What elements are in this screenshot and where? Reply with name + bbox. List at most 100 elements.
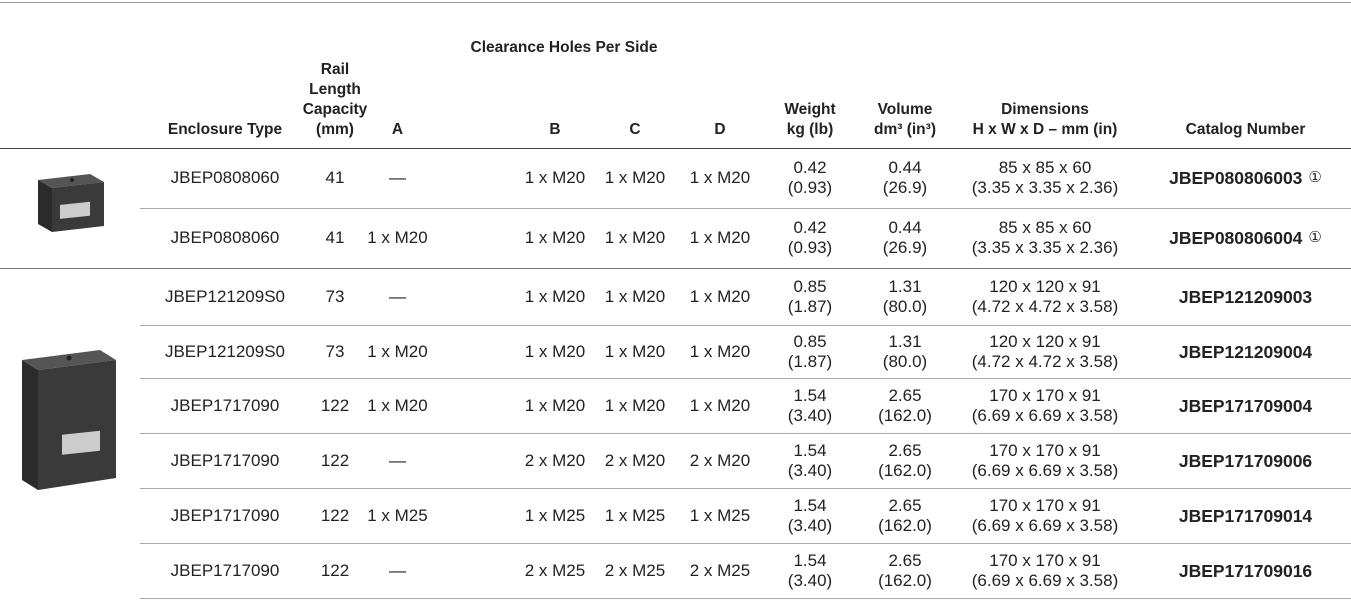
cell: 120 x 120 x 91 (4.72 x 4.72 x 3.58): [950, 325, 1140, 378]
cell: 73: [310, 325, 360, 378]
cell: 2.65 (162.0): [860, 378, 950, 433]
cell: 1 x M20: [598, 325, 672, 378]
cell: 1 x M25: [512, 488, 598, 543]
column-header: Dimensions H x W x D – mm (in): [950, 0, 1140, 140]
cell-text: 1 x M25: [367, 505, 428, 525]
column-header: Weight kg (lb): [760, 0, 860, 140]
catalog-code: JBEP080806003: [1169, 168, 1303, 188]
cell: 2 x M25: [672, 543, 768, 598]
cell-line: 1.31: [888, 331, 922, 351]
cell: 2 x M20: [672, 433, 768, 488]
cell-line: 0.44: [888, 158, 922, 177]
cell: JBEP1717090: [140, 543, 310, 598]
cell-text: JBEP121209S0: [164, 286, 286, 306]
cell: 2 x M25: [512, 543, 598, 598]
cell-line: (0.93): [787, 238, 833, 257]
enclosure-large-image: [22, 350, 116, 490]
group-header: Clearance Holes Per Side: [470, 39, 658, 56]
cell: 2.65 (162.0): [860, 488, 950, 543]
cell-text: 1 x M20: [524, 168, 586, 187]
cell-line: (3.40): [787, 515, 833, 535]
cell: JBEP0808060: [140, 148, 310, 208]
cell: JBEP121209S0: [140, 325, 310, 378]
cell: JBEP1717090: [140, 433, 310, 488]
cell-line: 1.54: [793, 440, 827, 460]
cell-line: 2.65: [888, 550, 922, 570]
cell-line: 120 x 120 x 91: [989, 331, 1101, 351]
cell-text: 122: [320, 560, 350, 580]
cell: JBEP171709016: [1140, 543, 1351, 598]
cell-text: JBEP1717090: [170, 560, 280, 580]
cell: 1.54 (3.40): [760, 378, 860, 433]
cell-line: 0.85: [793, 276, 827, 296]
cell-text: 1 x M20: [524, 395, 586, 415]
cell-line: (26.9): [882, 238, 928, 257]
header-line: kg (lb): [786, 121, 834, 138]
cell-line: (6.69 x 6.69 x 3.58): [971, 460, 1119, 480]
cell-text: 122: [320, 450, 350, 470]
cell-line: (80.0): [882, 296, 928, 316]
cell-line: (6.69 x 6.69 x 3.58): [971, 405, 1119, 425]
cell-line: 0.85: [793, 331, 827, 351]
cell-text: 1 x M20: [604, 168, 666, 187]
cell: 1 x M20: [512, 325, 598, 378]
cell-line: (1.87): [787, 296, 833, 316]
cell: 122: [310, 488, 360, 543]
cell: 1 x M20: [672, 268, 768, 325]
catalog-code: JBEP171709006: [1178, 450, 1313, 471]
cell: 0.44 (26.9): [860, 148, 950, 208]
catalog-number: JBEP121209003: [1179, 287, 1312, 307]
header-line: Rail: [320, 61, 350, 78]
cell-text: 2 x M25: [604, 560, 666, 580]
catalog-code: JBEP121209004: [1178, 341, 1313, 362]
header-line: Enclosure Type: [167, 121, 283, 138]
row-rule: [140, 543, 1351, 544]
header-line: D: [714, 121, 726, 138]
header-line: Volume: [877, 101, 933, 118]
cell: 122: [310, 433, 360, 488]
header-line: Capacity: [302, 101, 368, 118]
column-header: Volume dm³ (in³): [860, 0, 950, 140]
cell-line: (162.0): [878, 460, 932, 480]
cell: 1 x M20: [672, 148, 768, 208]
row-rule: [0, 2, 1351, 3]
cell-text: 1 x M25: [604, 505, 666, 525]
cell-text: 1 x M20: [604, 286, 666, 306]
header-line: dm³ (in³): [874, 121, 936, 138]
cell-text: JBEP0808060: [170, 168, 280, 187]
catalog-number: JBEP171709004: [1179, 396, 1312, 416]
column-header: Catalog Number: [1140, 0, 1351, 140]
row-rule: [140, 208, 1351, 209]
cell: 1 x M20: [672, 378, 768, 433]
cell-text: —: [389, 450, 406, 470]
cell: 0.85 (1.87): [760, 268, 860, 325]
cell: —: [360, 433, 435, 488]
cell-text: 1 x M20: [689, 286, 751, 306]
row-rule: [140, 598, 1351, 599]
cell-line: 2.65: [888, 385, 922, 405]
cell: 1 x M20: [512, 208, 598, 268]
cell-line: 0.42: [793, 218, 827, 237]
cell: 170 x 170 x 91 (6.69 x 6.69 x 3.58): [950, 543, 1140, 598]
header-line: Length: [309, 81, 361, 98]
column-header: B: [512, 0, 598, 140]
cell-text: 122: [320, 395, 350, 415]
catalog-number: JBEP121209004: [1179, 342, 1312, 362]
cell-line: 170 x 170 x 91: [989, 550, 1101, 570]
cell: JBEP0808060: [140, 208, 310, 268]
cell-line: (162.0): [878, 515, 932, 535]
catalog-number: JBEP171709014: [1179, 506, 1312, 526]
cell-text: 1 x M20: [524, 286, 586, 306]
column-header: C: [598, 0, 672, 140]
cell-text: —: [389, 286, 406, 306]
cell-text: 1 x M25: [689, 505, 751, 525]
cell: JBEP1717090: [140, 378, 310, 433]
cell: 1.54 (3.40): [760, 433, 860, 488]
catalog-code: JBEP080806004: [1169, 228, 1303, 248]
cell-line: (26.9): [882, 178, 928, 197]
cell: —: [360, 543, 435, 598]
cell: 1 x M20: [512, 148, 598, 208]
cell: 122: [310, 378, 360, 433]
catalog-number: JBEP080806004 ①: [1169, 228, 1322, 248]
